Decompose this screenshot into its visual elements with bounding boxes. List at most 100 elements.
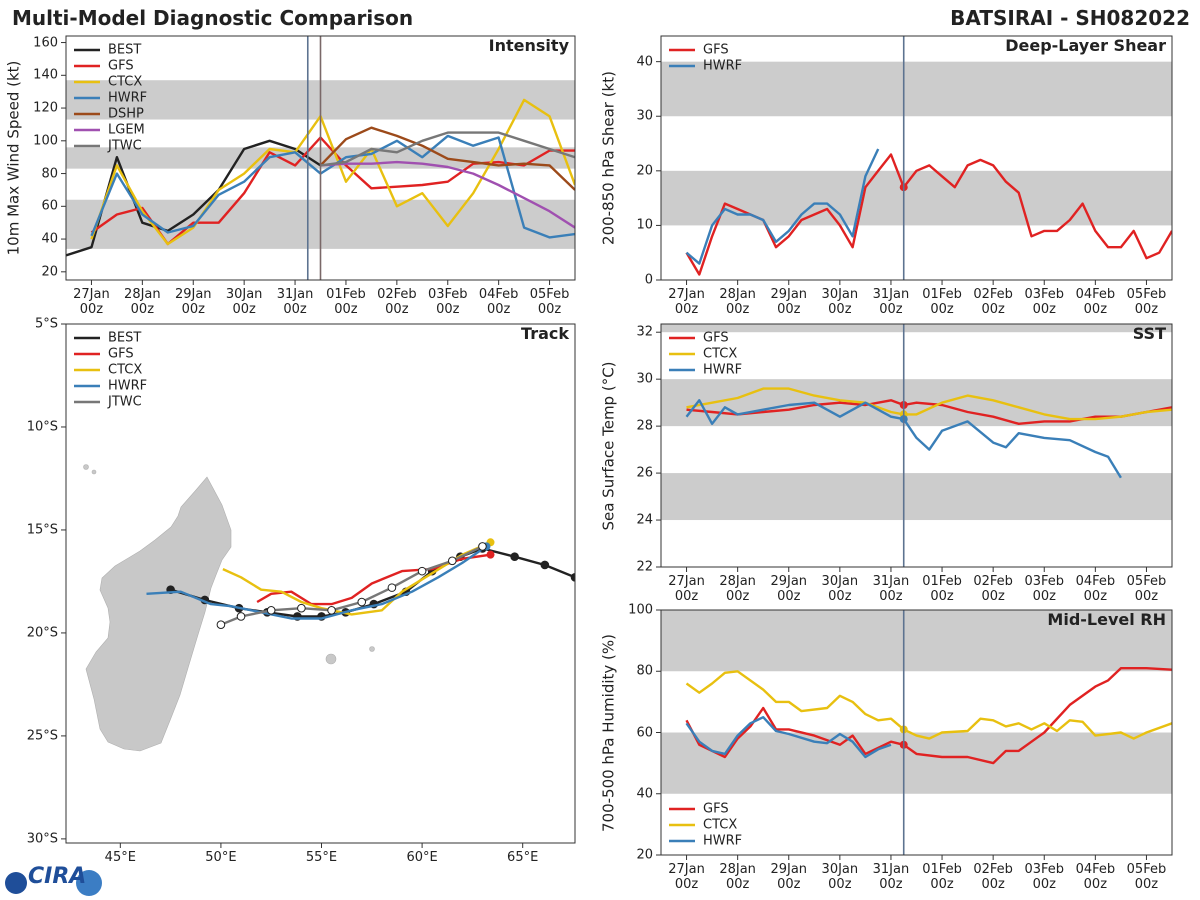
- x-tick-label: 29Jan 00z: [174, 287, 212, 317]
- legend-label: GFS: [703, 330, 729, 346]
- y-tick-label: 40: [636, 786, 653, 802]
- y-tick-label: 40: [41, 231, 58, 247]
- logo-icon: [5, 870, 102, 896]
- x-tick-label: 05Feb 00z: [1126, 862, 1167, 892]
- x-tick-label: 27Jan 00z: [668, 574, 705, 604]
- y-tick-label: 80: [41, 166, 58, 182]
- x-tick-label: 30Jan 00z: [821, 862, 859, 892]
- y-tick-label: 80: [636, 663, 653, 679]
- y-tick-label: 0: [644, 272, 653, 288]
- y-tick-label: 5°S: [34, 316, 58, 332]
- x-tick-label: 04Feb 00z: [1075, 862, 1116, 892]
- series-line: [320, 160, 575, 229]
- plot-area: [146, 538, 575, 629]
- x-tick-label: 60°E: [406, 850, 438, 865]
- legend-label: GFS: [703, 42, 729, 58]
- y-tick-label: 60: [41, 198, 58, 214]
- panel-title: Track: [521, 324, 569, 343]
- plot-area: [661, 324, 1172, 521]
- x-tick-label: 04Feb 00z: [1075, 287, 1116, 317]
- series-line: [90, 98, 575, 246]
- x-tick-label: 27Jan 00z: [668, 287, 705, 317]
- frame: [65, 323, 576, 844]
- x-tick-label: 01Feb 00z: [326, 287, 366, 317]
- legend-label: HWRF: [703, 362, 743, 378]
- legend-label: GFS: [108, 58, 134, 74]
- x-tick-label: 31Jan 00z: [872, 574, 910, 604]
- x-tick-label: 30Jan 00z: [225, 287, 263, 317]
- legend-label: DSHP: [108, 106, 144, 122]
- track-point: [266, 605, 276, 615]
- track-line: [222, 541, 491, 616]
- y-tick-label: 30°S: [26, 831, 58, 847]
- y-axis-label: Sea Surface Temp (°C): [599, 360, 618, 531]
- y-axis-label: 10m Max Wind Speed (kt): [4, 60, 23, 256]
- x-tick-label: 04Feb 00z: [478, 287, 519, 317]
- legend-label: BEST: [108, 42, 142, 58]
- y-axis-label: 200-850 hPa Shear (kt): [599, 71, 618, 245]
- track-point: [297, 603, 306, 613]
- legend-label: JTWC: [108, 394, 142, 410]
- series-line: [685, 399, 1122, 479]
- y-tick-label: 15°S: [26, 522, 58, 538]
- x-tick-label: 05Feb 00z: [1126, 574, 1167, 604]
- x-tick-label: 30Jan 00z: [821, 287, 859, 317]
- frame: [660, 35, 1173, 281]
- track-start: [486, 550, 495, 559]
- panel-title: SST: [1132, 324, 1166, 343]
- x-tick-label: 03Feb 00z: [1024, 287, 1065, 317]
- track-point: [510, 552, 519, 562]
- y-tick-label: 30: [636, 371, 653, 387]
- series-line: [685, 670, 1172, 740]
- track-point: [417, 566, 427, 576]
- comoros: [83, 464, 89, 470]
- y-tick-label: 26: [636, 465, 653, 481]
- y-tick-label: 20°S: [26, 625, 58, 641]
- y-tick-label: 10: [636, 217, 653, 233]
- y-tick-label: 20: [41, 264, 58, 280]
- legend-label: BEST: [108, 330, 142, 346]
- y-tick-label: 60: [636, 725, 653, 740]
- track-line: [220, 545, 484, 626]
- plot-area: [661, 61, 1172, 276]
- x-tick-label: 02Feb 00z: [973, 574, 1013, 604]
- y-tick-label: 100: [33, 133, 58, 149]
- x-tick-label: 27Jan 00z: [73, 287, 110, 317]
- x-tick-label: 28Jan 00z: [124, 287, 161, 317]
- legend-label: LGEM: [108, 122, 145, 138]
- x-tick-label: 31Jan 00z: [872, 862, 910, 892]
- y-tick-label: 28: [636, 418, 653, 434]
- shade-band: [661, 170, 1172, 226]
- page-title: Multi-Model Diagnostic Comparison: [12, 6, 414, 30]
- y-tick-label: 120: [33, 100, 58, 116]
- x-tick-label: 03Feb 00z: [427, 287, 468, 317]
- y-tick-label: 40: [636, 54, 653, 70]
- shade-band: [661, 61, 1172, 117]
- track-point: [327, 605, 336, 615]
- x-tick-label: 02Feb 00z: [973, 287, 1013, 317]
- logo: CIRA: [28, 864, 87, 889]
- comoros: [91, 469, 97, 475]
- y-tick-label: 140: [33, 67, 58, 83]
- plot-area: [661, 610, 1172, 794]
- y-tick-label: 30: [636, 108, 653, 124]
- y-tick-label: 10°S: [26, 419, 58, 435]
- legend-label: JTWC: [108, 138, 142, 154]
- x-tick-label: 29Jan 00z: [770, 287, 808, 317]
- series-line: [686, 387, 1172, 421]
- x-tick-label: 29Jan 00z: [770, 574, 808, 604]
- x-tick-label: 31Jan 00z: [872, 287, 910, 317]
- track-point: [387, 583, 397, 592]
- x-tick-label: 01Feb 00z: [922, 574, 962, 604]
- x-tick-label: 45°E: [104, 850, 136, 865]
- y-tick-label: 20: [636, 847, 653, 863]
- frame: [65, 35, 576, 281]
- track-point: [478, 542, 487, 551]
- x-tick-label: 55°E: [305, 850, 338, 865]
- series-line: [319, 126, 575, 191]
- frame: [660, 609, 1173, 856]
- legend-label: CTCX: [108, 74, 143, 90]
- legend-label: HWRF: [703, 833, 743, 849]
